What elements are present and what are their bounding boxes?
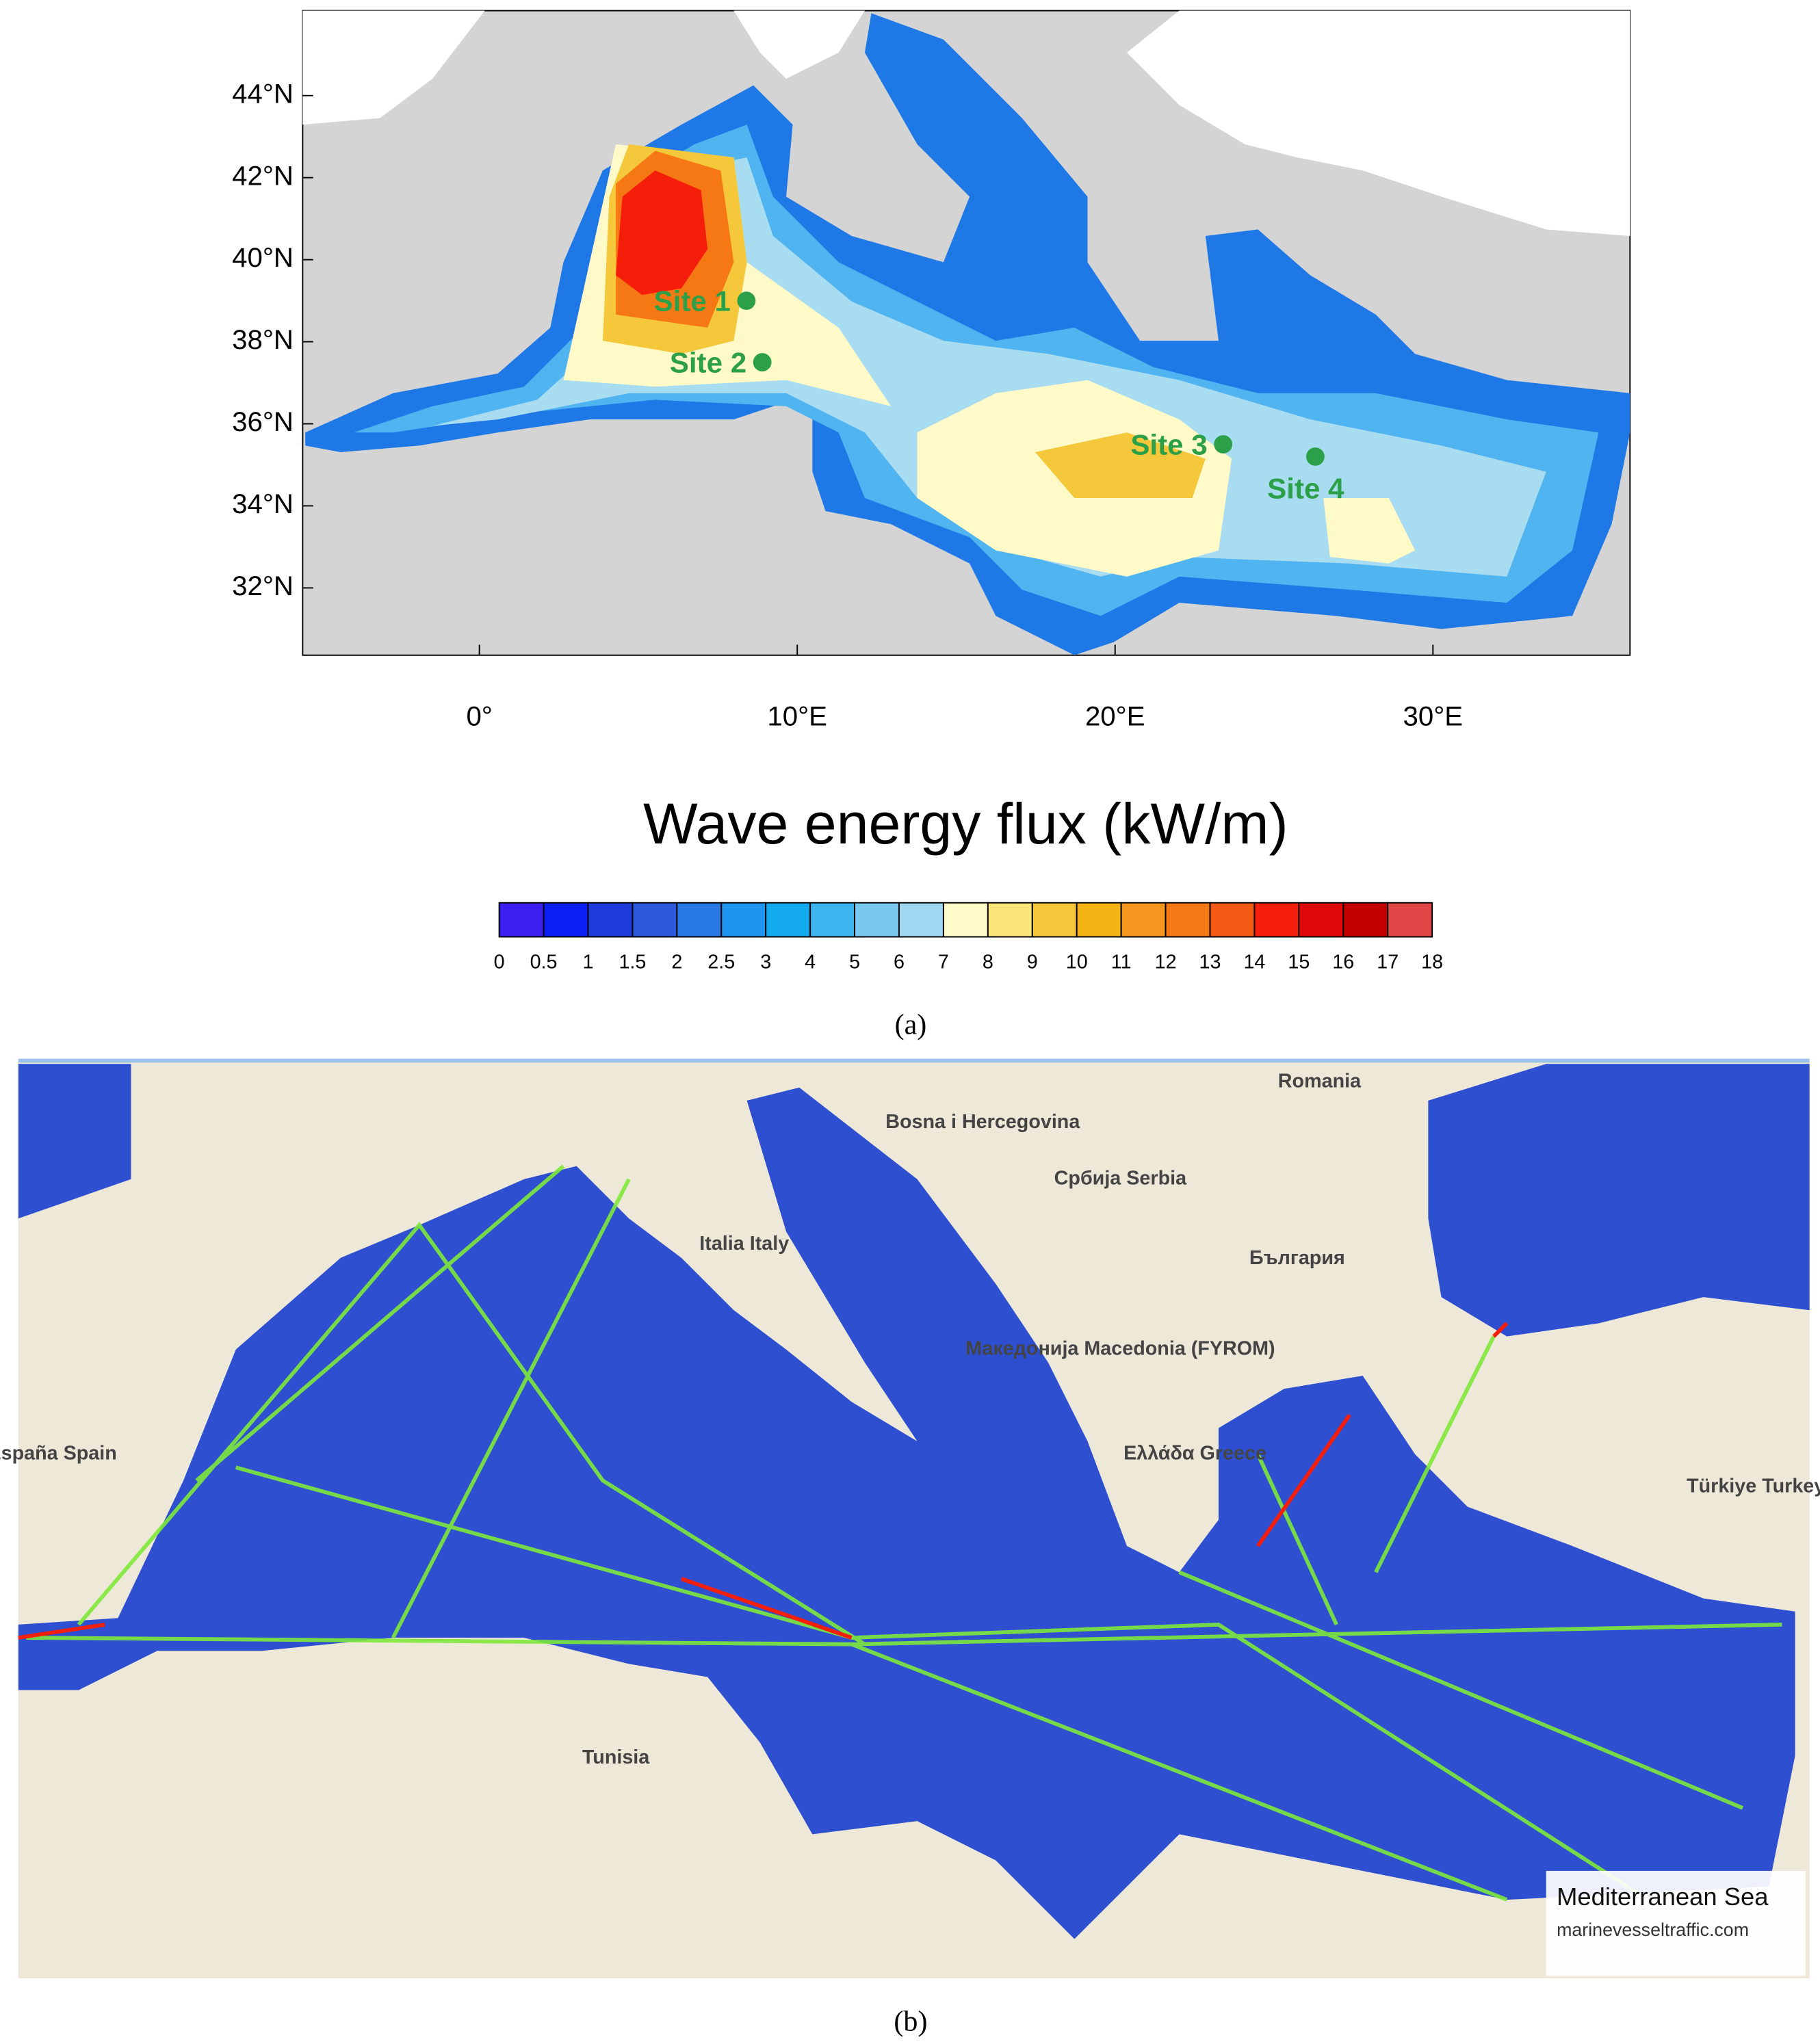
x-tick-label: 10°E bbox=[767, 700, 827, 731]
map-label: España Spain bbox=[0, 1443, 117, 1465]
site-label: Site 1 bbox=[654, 285, 731, 317]
colorbar-box bbox=[543, 902, 589, 938]
map-label: Ελλάδα Greece bbox=[1123, 1443, 1266, 1465]
map-label: Türkiye Turkey bbox=[1687, 1475, 1820, 1497]
colorbar-box bbox=[720, 902, 767, 938]
colorbar-box bbox=[587, 902, 634, 938]
colorbar-box bbox=[1076, 902, 1122, 938]
map-label: Tunisia bbox=[582, 1746, 650, 1768]
site-marker bbox=[753, 353, 772, 371]
site-label: Site 4 bbox=[1267, 472, 1344, 504]
x-tick-label: 0° bbox=[466, 700, 492, 731]
map-label: Italia Italy bbox=[699, 1233, 789, 1255]
colorbar-tick-label: 2 bbox=[671, 951, 682, 973]
map-label: Romania bbox=[1278, 1071, 1362, 1092]
colorbar-tick-label: 5 bbox=[849, 951, 860, 973]
site-marker bbox=[1214, 435, 1233, 454]
colorbar-box bbox=[942, 902, 989, 938]
colorbar-tick-label: 2.5 bbox=[707, 951, 735, 973]
caption: (a) bbox=[895, 1008, 927, 1040]
colorbar-box bbox=[676, 902, 723, 938]
colorbar-box bbox=[1165, 902, 1211, 938]
colorbar-tick-label: 10 bbox=[1066, 951, 1088, 973]
colorbar-box bbox=[1253, 902, 1300, 938]
panel-a-map bbox=[302, 10, 1631, 656]
colorbar-title: Wave energy flux (kW/m) bbox=[643, 791, 1288, 856]
legend-source: marinevesseltraffic.com bbox=[1557, 1919, 1749, 1940]
y-tick-label: 40°N bbox=[232, 242, 294, 273]
caption: (b) bbox=[894, 2006, 927, 2038]
colorbar-box bbox=[854, 902, 900, 938]
colorbar-tick-label: 13 bbox=[1199, 951, 1221, 973]
colorbar-tick-label: 11 bbox=[1111, 951, 1132, 973]
colorbar-tick-label: 0.5 bbox=[530, 951, 558, 973]
colorbar-box bbox=[1342, 902, 1389, 938]
colorbar-tick-label: 16 bbox=[1332, 951, 1354, 973]
y-tick-label: 42°N bbox=[232, 160, 294, 191]
colorbar-box bbox=[1387, 902, 1433, 938]
y-tick-label: 44°N bbox=[232, 78, 294, 109]
colorbar-tick-label: 6 bbox=[894, 951, 905, 973]
colorbar-box bbox=[1209, 902, 1256, 938]
colorbar-tick-label: 18 bbox=[1421, 951, 1443, 973]
colorbar-tick-label: 17 bbox=[1377, 951, 1399, 973]
map-label: Србија Serbia bbox=[1054, 1167, 1187, 1189]
legend-title: Mediterranean Sea bbox=[1557, 1883, 1769, 1911]
colorbar-tick-label: 3 bbox=[760, 951, 771, 973]
y-tick-label: 38°N bbox=[232, 324, 294, 355]
colorbar-tick-label: 15 bbox=[1288, 951, 1310, 973]
site-marker bbox=[1306, 447, 1325, 466]
colorbar-box bbox=[809, 902, 856, 938]
map-label: България bbox=[1249, 1247, 1345, 1269]
colorbar-box bbox=[1120, 902, 1167, 938]
colorbar-tick-label: 0 bbox=[494, 951, 505, 973]
colorbar-box bbox=[1298, 902, 1344, 938]
colorbar-box bbox=[765, 902, 811, 938]
site-label: Site 2 bbox=[670, 347, 746, 379]
colorbar-tick-label: 4 bbox=[805, 951, 816, 973]
x-tick-label: 30°E bbox=[1403, 700, 1463, 731]
colorbar-box bbox=[987, 902, 1033, 938]
y-tick-label: 32°N bbox=[232, 571, 294, 601]
colorbar-tick-label: 14 bbox=[1243, 951, 1265, 973]
colorbar-tick-label: 7 bbox=[938, 951, 949, 973]
colorbar-box bbox=[898, 902, 944, 938]
colorbar-box bbox=[1031, 902, 1078, 938]
colorbar-tick-label: 9 bbox=[1027, 951, 1038, 973]
colorbar-tick-label: 12 bbox=[1155, 951, 1177, 973]
site-label: Site 3 bbox=[1130, 428, 1207, 460]
colorbar-tick-label: 8 bbox=[983, 951, 993, 973]
x-tick-label: 20°E bbox=[1085, 700, 1145, 731]
annotations: 0° 10°E 20°E 30°E32°N34°N36°N38°N40°N42°N44… bbox=[0, 78, 1820, 2037]
map-label: Македонија Macedonia (FYROM) bbox=[965, 1337, 1275, 1359]
colorbar-tick-label: 1.5 bbox=[619, 951, 646, 973]
y-tick-label: 36°N bbox=[232, 406, 294, 437]
colorbar-box bbox=[498, 902, 545, 938]
panel-b-map bbox=[18, 1058, 1810, 1978]
colorbar-tick-label: 1 bbox=[582, 951, 593, 973]
colorbar-box bbox=[632, 902, 678, 938]
map-label: Bosna i Hercegovina bbox=[885, 1111, 1080, 1133]
site-marker bbox=[737, 291, 756, 311]
y-tick-label: 34°N bbox=[232, 488, 294, 519]
